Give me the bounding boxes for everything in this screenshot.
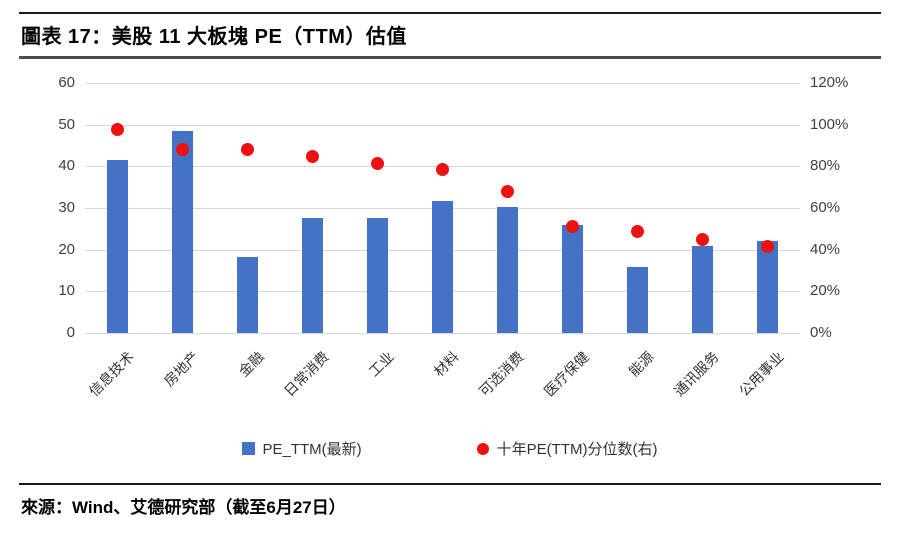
bar [757,240,778,333]
source-note: 來源：Wind、艾德研究部（截至6月27日） [21,498,346,517]
percentile-dot [501,184,514,198]
percentile-dot [176,143,189,157]
percentile-dot [371,156,384,170]
category-label: 工业 [365,348,397,380]
percentile-dot [436,162,449,176]
bar [627,266,648,333]
y-axis-tick-right: 60% [810,199,841,216]
category-label: 金融 [235,348,267,380]
pe-valuation-chart: 0 10 20 30 40 50 60 0% 20% 40% 60% 80% 100% 120% 信息技术房… [20,60,880,435]
bar [237,257,258,333]
y-axis-tick-right: 0% [810,324,832,341]
y-axis-tick-left: 40 [58,157,75,175]
bar [562,224,583,333]
gridline [85,333,800,334]
percentile-dot [306,150,319,164]
category-label: 房地产 [160,348,202,390]
category-label: 信息技术 [85,348,137,400]
legend-item-pe-ttm: PE_TTM(最新) [241,438,362,459]
percentile-dot [241,143,254,157]
legend-dot-swatch-icon [476,442,489,455]
percentile-dot [111,123,124,137]
percentile-dot [696,232,709,246]
figure-title-block: 圖表 17：美股 11 大板塊 PE（TTM）估值 [19,12,881,59]
y-axis-tick-right: 80% [810,157,841,175]
y-axis-tick-right: 40% [810,240,841,258]
figure-title: 圖表 17：美股 11 大板塊 PE（TTM）估值 [21,26,407,48]
source-block: 來源：Wind、艾德研究部（截至6月27日） [19,483,881,518]
bar [107,160,128,333]
bar [692,245,713,333]
y-axis-tick-left: 30 [58,199,75,216]
category-label: 公用事业 [735,348,787,400]
category-label: 可选消费 [475,348,527,400]
percentile-dot [631,225,644,239]
gridline [85,124,800,126]
chart-legend: PE_TTM(最新) 十年PE(TTM)分位数(右) [0,438,899,459]
y-axis-tick-left: 60 [58,74,75,91]
y-axis-tick-right: 120% [810,74,849,91]
bar [172,130,193,333]
category-label: 材料 [430,348,462,380]
percentile-dot [761,240,774,254]
category-label: 日常消费 [280,348,332,400]
category-label: 通讯服务 [670,348,722,400]
y-axis-tick-right: 100% [810,115,849,133]
legend-item-percentile: 十年PE(TTM)分位数(右) [476,438,658,459]
y-axis-tick-left: 20 [58,240,75,258]
y-axis-tick-left: 50 [58,115,75,133]
y-axis-tick-left: 0 [66,324,75,341]
y-axis-tick-right: 20% [810,282,841,300]
bar [367,218,388,333]
bar [497,207,518,333]
bar [302,218,323,333]
legend-label-pe-ttm: PE_TTM(最新) [262,441,362,458]
y-axis-tick-left: 10 [58,282,75,300]
percentile-dot [566,220,579,234]
legend-bar-swatch-icon [241,442,255,455]
bar [432,201,453,333]
category-label: 医疗保健 [540,348,592,400]
category-label: 能源 [625,348,657,380]
legend-label-percentile: 十年PE(TTM)分位数(右) [496,441,658,458]
gridline [85,83,800,84]
